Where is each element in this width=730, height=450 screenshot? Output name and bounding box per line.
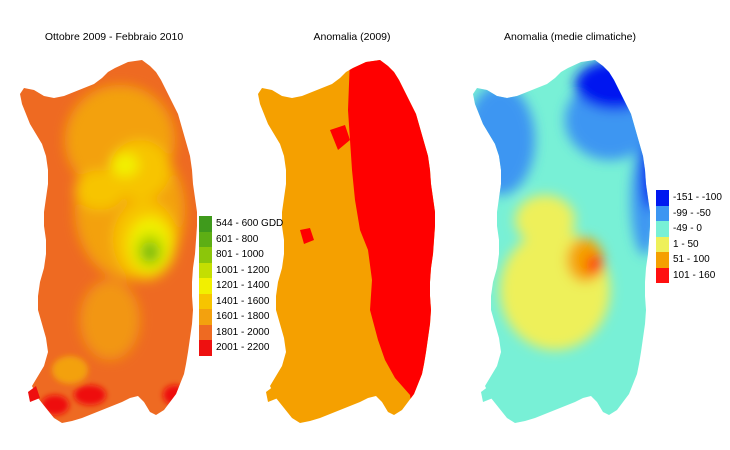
legend-anomaly: -151 - -100 -99 - -50 -49 - 0 1 - 50 51 - 10… (656, 190, 722, 283)
legend-gdd-swatch (199, 278, 212, 294)
legend-gdd-item: 601 - 800 (199, 231, 283, 247)
legend-gdd-item: 1201 - 1400 (199, 278, 283, 294)
legend-gdd-swatch (199, 293, 212, 309)
legend-gdd-item: 1801 - 2000 (199, 324, 283, 340)
legend-anomaly-swatch (656, 252, 669, 268)
legend-anomaly-label: -99 - -50 (673, 207, 711, 219)
legend-anomaly-label: 1 - 50 (673, 238, 699, 250)
legend-anomaly-label: 51 - 100 (673, 254, 710, 265)
legend-gdd-item: 1001 - 1200 (199, 262, 283, 278)
panel-title-gdd: Ottobre 2009 - Febbraio 2010 (44, 31, 184, 43)
legend-gdd-label: 601 - 800 (216, 233, 259, 245)
legend-gdd: 544 - 600 GDD 601 - 800 801 - 1000 1001 - 1… (199, 216, 283, 356)
legend-anomaly-swatch (656, 190, 669, 206)
legend-anomaly-item: -151 - -100 (656, 190, 722, 206)
map-anomaly-climate (473, 60, 650, 423)
legend-gdd-item: 1401 - 1600 (199, 293, 283, 309)
legend-anomaly-item: -49 - 0 (656, 221, 722, 237)
legend-anomaly-swatch (656, 205, 669, 221)
legend-gdd-item: 2001 - 2200 (199, 340, 283, 356)
legend-gdd-swatch (199, 247, 212, 263)
legend-gdd-swatch (199, 324, 212, 340)
legend-gdd-label: 1601 - 1800 (216, 311, 270, 322)
legend-anomaly-item: -99 - -50 (656, 205, 722, 221)
legend-anomaly-label: 101 - 160 (673, 269, 716, 281)
legend-gdd-label: 2001 - 2200 (216, 342, 270, 353)
legend-gdd-swatch (199, 340, 212, 356)
legend-gdd-label: 1201 - 1400 (216, 280, 270, 291)
legend-gdd-label: 1001 - 1200 (216, 264, 270, 276)
map-anomaly-2009 (258, 60, 435, 423)
panel-title-anomaly-climate: Anomalia (medie climatiche) (504, 31, 636, 43)
legend-gdd-item: 1601 - 1800 (199, 309, 283, 325)
legend-gdd-swatch (199, 309, 212, 325)
legend-gdd-item: 544 - 600 GDD (199, 216, 283, 232)
legend-anomaly-label: -151 - -100 (673, 192, 722, 203)
map-gdd (20, 60, 197, 423)
legend-gdd-swatch (199, 216, 212, 232)
legend-anomaly-item: 101 - 160 (656, 267, 722, 283)
legend-anomaly-swatch (656, 221, 669, 237)
panel-title-anomaly-2009: Anomalia (2009) (313, 31, 391, 43)
legend-gdd-label: 801 - 1000 (216, 249, 264, 260)
legend-anomaly-swatch (656, 236, 669, 252)
legend-anomaly-swatch (656, 267, 669, 283)
legend-gdd-swatch (199, 231, 212, 247)
legend-anomaly-item: 1 - 50 (656, 236, 722, 252)
legend-gdd-item: 801 - 1000 (199, 247, 283, 263)
legend-anomaly-item: 51 - 100 (656, 252, 722, 268)
legend-gdd-swatch (199, 262, 212, 278)
legend-anomaly-label: -49 - 0 (673, 223, 702, 234)
legend-gdd-label: 1801 - 2000 (216, 326, 270, 338)
legend-gdd-label: 1401 - 1600 (216, 295, 270, 307)
legend-gdd-label: 544 - 600 GDD (216, 218, 284, 229)
